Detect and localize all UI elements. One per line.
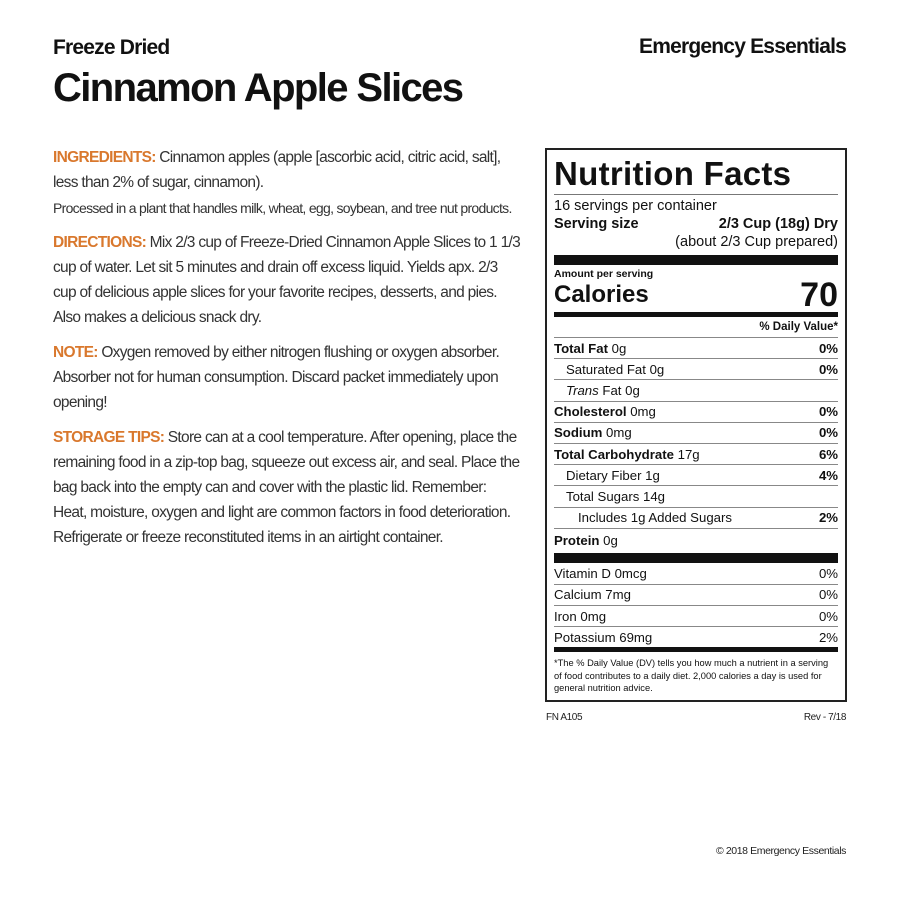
nutrient-name: Cholesterol xyxy=(554,404,627,420)
nutrient-name: Sodium xyxy=(554,425,603,441)
vitamin-dv: 0% xyxy=(818,587,838,603)
calories-label: Calories xyxy=(554,281,649,308)
storage-section: STORAGE TIPS: Store can at a cool temper… xyxy=(53,425,523,550)
nutrient-amount: 0g xyxy=(603,532,618,548)
calories-value: 70 xyxy=(800,276,838,314)
vitamin-dv: 0% xyxy=(818,608,838,624)
nutrient-dv: 0% xyxy=(818,425,838,441)
nutrient-amount: 0g xyxy=(611,340,627,356)
serving-size-label: Serving size xyxy=(554,216,639,232)
nutrient-row: Dietary Fiber 1g 4% xyxy=(554,464,838,485)
vitamin-row: Calcium 7mg 0% xyxy=(554,583,838,605)
nutrient-row: Includes 1g Added Sugars 2% xyxy=(554,506,838,528)
nutrient-dv: 2% xyxy=(818,510,838,526)
allergen-statement: Processed in a plant that handles milk, … xyxy=(53,200,512,216)
revision: Rev - 7/18 xyxy=(803,712,847,723)
product-subtitle: Freeze Dried xyxy=(53,36,170,59)
amount-per-serving: Amount per serving xyxy=(554,268,654,280)
vitamin-name: Vitamin D 0mcg xyxy=(554,565,647,581)
ingredients-heading: INGREDIENTS: xyxy=(53,149,156,166)
nutrient-amount: 1g xyxy=(645,467,660,483)
product-info: INGREDIENTS: Cinnamon apples (apple [asc… xyxy=(53,145,523,560)
nutrition-title: Nutrition Facts xyxy=(554,155,792,192)
daily-value-header: % Daily Value* xyxy=(759,321,838,333)
nutrient-name: Dietary Fiber xyxy=(566,467,642,483)
vitamin-dv: 2% xyxy=(818,629,838,645)
nutrient-row: Total Carbohydrate 17g 6% xyxy=(554,442,838,464)
vitamin-name: Calcium 7mg xyxy=(554,587,631,603)
note-heading: NOTE: xyxy=(53,344,98,361)
serving-size-value: 2/3 Cup (18g) Dry xyxy=(718,216,838,232)
note-text: Oxygen removed by either nitrogen flushi… xyxy=(53,344,500,411)
nutrient-amount: 0mg xyxy=(606,425,632,441)
product-title: Cinnamon Apple Slices xyxy=(53,66,464,110)
brand-name: Emergency Essentials xyxy=(639,35,847,58)
vitamin-name: Iron 0mg xyxy=(554,608,607,624)
nutrient-row: Total Fat 0g 0% xyxy=(554,337,838,358)
nutrient-row: Protein 0g xyxy=(554,527,838,552)
directions-section: DIRECTIONS: Mix 2/3 cup of Freeze-Dried … xyxy=(53,230,523,330)
footnote: *The % Daily Value (DV) tells you how mu… xyxy=(554,658,829,694)
nutrient-name: Total Sugars xyxy=(566,488,640,504)
ingredients-section: INGREDIENTS: Cinnamon apples (apple [asc… xyxy=(53,145,523,195)
copyright: © 2018 Emergency Essentials xyxy=(715,845,846,857)
nutrient-amount: 0g xyxy=(625,382,640,398)
vitamin-row: Iron 0mg 0% xyxy=(554,605,838,626)
nutrient-amount: 0mg xyxy=(630,404,656,420)
nutrient-row: Cholesterol 0mg 0% xyxy=(554,400,838,422)
directions-text: Mix 2/3 cup of Freeze-Dried Cinnamon App… xyxy=(53,234,521,326)
ingredients-text: Cinnamon apples (apple [ascorbic acid, c… xyxy=(53,149,501,191)
note-section: NOTE: Oxygen removed by either nitrogen … xyxy=(53,340,523,415)
nutrient-dv: 0% xyxy=(818,340,838,356)
nutrient-dv: 4% xyxy=(818,467,838,483)
nutrient-amount: 14g xyxy=(642,488,665,504)
vitamin-name: Potassium 69mg xyxy=(554,629,653,645)
storage-heading: STORAGE TIPS: xyxy=(53,429,165,446)
nutrient-amount: 17g xyxy=(677,446,700,462)
nutrient-dv: 6% xyxy=(818,446,838,462)
nutrient-name: Protein xyxy=(554,532,600,548)
nutrient-amount: 0g xyxy=(649,361,665,377)
nutrient-name: Saturated Fat xyxy=(566,361,646,377)
nutrient-name: Total Carbohydrate xyxy=(554,446,674,462)
nutrient-dv: 0% xyxy=(818,404,838,420)
nutrient-name: Total Fat xyxy=(554,340,608,356)
nutrition-facts-label: Nutrition Facts 16 servings per containe… xyxy=(545,148,847,702)
vitamin-dv: 0% xyxy=(818,565,838,581)
nutrient-row: Sodium 0mg 0% xyxy=(554,421,838,443)
nutrient-name-suffix: Fat xyxy=(598,382,622,398)
servings-per-container: 16 servings per container xyxy=(554,198,717,214)
nutrient-name: Includes 1g Added Sugars xyxy=(578,510,732,526)
vitamin-row: Vitamin D 0mcg 0% xyxy=(554,563,838,584)
nutrient-row: Total Sugars 14g xyxy=(554,485,838,506)
nutrient-name: Trans xyxy=(566,382,599,398)
directions-heading: DIRECTIONS: xyxy=(53,234,147,251)
nutrient-dv: 0% xyxy=(818,361,838,377)
serving-prepared: (about 2/3 Cup prepared) xyxy=(675,234,838,250)
nutrient-row: Trans Fat 0g xyxy=(554,379,838,400)
nutrient-row: Saturated Fat 0g 0% xyxy=(554,358,838,379)
vitamin-row: Potassium 69mg 2% xyxy=(554,626,838,647)
storage-text: Store can at a cool temperature. After o… xyxy=(53,429,520,546)
product-code: FN A105 xyxy=(546,712,583,723)
